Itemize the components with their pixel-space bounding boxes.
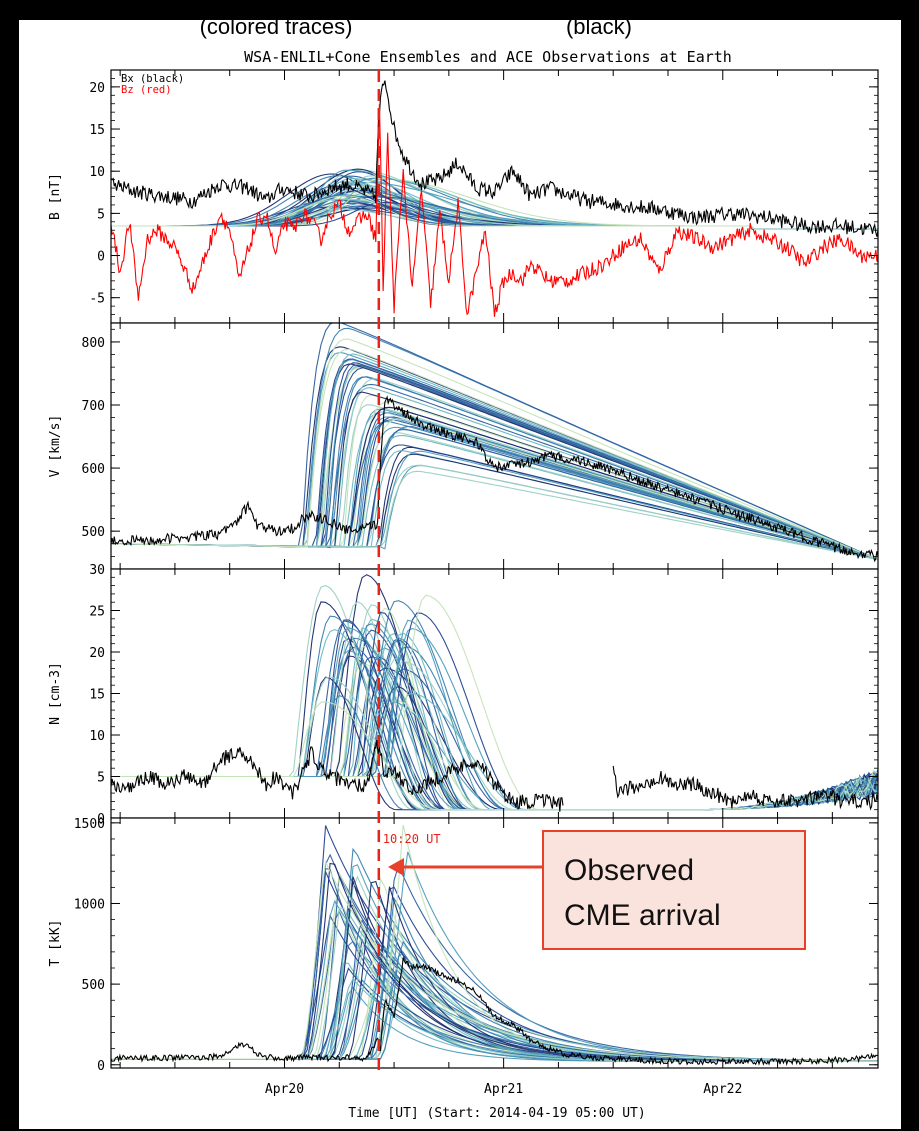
y-tick-label: 500 xyxy=(82,525,105,540)
arrival-time-label: 10:20 UT xyxy=(383,832,441,846)
legend-entry: Bz (red) xyxy=(121,84,172,96)
x-tick-label: Apr22 xyxy=(703,1082,742,1097)
y-tick-label: 20 xyxy=(89,81,105,96)
observed-series-1 xyxy=(111,957,878,1067)
callout-box xyxy=(542,830,806,950)
y-tick-label: 0 xyxy=(97,250,105,265)
panel-b: -5 0 5 10 15 20 B [nT] Bx (black)Bz (red) xyxy=(48,69,879,324)
panel-series-group xyxy=(111,323,878,563)
y-tick-label: 500 xyxy=(82,978,105,993)
observed-series-1 xyxy=(111,740,564,812)
y-tick-label: 20 xyxy=(89,646,105,661)
observed-series-2 xyxy=(612,765,878,811)
panel-v: 500 600 700 800 V [km/s] xyxy=(48,322,879,570)
y-axis-label: N [cm-3] xyxy=(48,662,63,725)
y-tick-label: 15 xyxy=(89,688,105,703)
y-tick-label: 1500 xyxy=(74,817,105,832)
y-tick-label: 0 xyxy=(97,812,105,827)
arrival-callout: Observed CME arrival xyxy=(388,830,806,950)
x-tick-label: Apr21 xyxy=(484,1082,523,1097)
y-tick-label: 1000 xyxy=(74,897,105,912)
y-tick-label: -5 xyxy=(89,292,105,307)
panel-series-group xyxy=(111,824,878,1067)
y-tick-label: 5 xyxy=(97,771,105,786)
ensemble-trace-47 xyxy=(111,470,878,561)
panel-background xyxy=(111,70,878,323)
y-tick-label: 800 xyxy=(82,336,105,351)
panel-series-group xyxy=(111,80,878,317)
callout-line-2: CME arrival xyxy=(564,899,721,932)
y-tick-label: 10 xyxy=(89,729,105,744)
black-traces-label: (black) xyxy=(566,14,632,39)
panel-frame xyxy=(110,817,879,1069)
x-axis: Apr20 Apr21 Apr22 xyxy=(265,1082,742,1097)
y-tick-label: 10 xyxy=(89,165,105,180)
y-tick-label: 25 xyxy=(89,605,105,620)
colored-traces-label: (colored traces) xyxy=(200,14,353,39)
chart-title: WSA-ENLIL+Cone Ensembles and ACE Observa… xyxy=(244,48,732,66)
ensemble-trace-48 xyxy=(111,338,878,561)
y-tick-label: 30 xyxy=(89,563,105,578)
y-axis-label: V [km/s] xyxy=(48,415,63,478)
y-tick-label: 0 xyxy=(97,1059,105,1074)
y-tick-label: 5 xyxy=(97,207,105,222)
ensemble-trace-48 xyxy=(111,701,878,811)
observed-series-2 xyxy=(111,104,878,317)
y-tick-label: 15 xyxy=(89,123,105,138)
legend-entry: Bx (black) xyxy=(121,73,184,85)
x-tick-label: Apr20 xyxy=(265,1082,304,1097)
y-axis-label: B [nT] xyxy=(48,173,63,220)
panel-background xyxy=(111,569,878,818)
y-tick-label: 700 xyxy=(82,399,105,414)
observed-series-1 xyxy=(111,80,878,237)
y-axis-label: T [kK] xyxy=(48,920,63,967)
y-tick-label: 600 xyxy=(82,462,105,477)
x-axis-label: Time [UT] (Start: 2014-04-19 05:00 UT) xyxy=(348,1106,645,1121)
observed-series-1 xyxy=(111,395,878,563)
panel-n: 0 5 10 15 20 25 30 N [cm-3] xyxy=(48,563,879,827)
callout-arrow-head-icon xyxy=(388,858,404,876)
callout-line-1: Observed xyxy=(564,854,694,887)
panel-series-group xyxy=(111,574,878,812)
